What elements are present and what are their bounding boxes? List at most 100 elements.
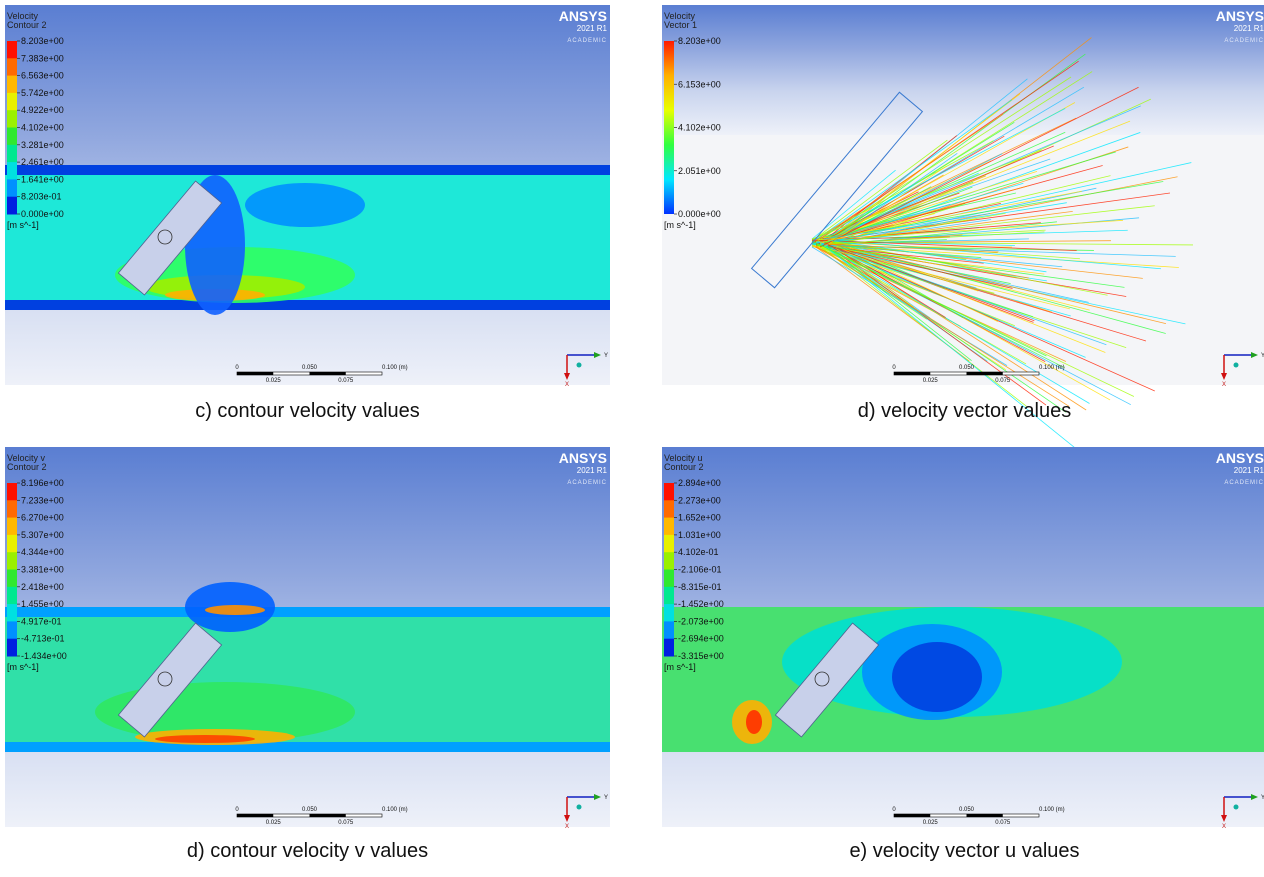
legend-unit: [m s^-1] bbox=[7, 220, 39, 230]
axis-label: X bbox=[565, 824, 569, 830]
axis-label: Y bbox=[604, 795, 608, 801]
edition: ACADEMIC bbox=[1224, 38, 1264, 44]
figure: VelocityContour 28.203e+007.383e+006.563… bbox=[0, 0, 1264, 872]
sky bbox=[662, 5, 1264, 135]
legend-value: 8.203e+00 bbox=[21, 36, 64, 46]
scale-bar-seg bbox=[967, 372, 1003, 375]
legend-value: -2.694e+00 bbox=[678, 634, 724, 644]
scale-bar-seg bbox=[967, 814, 1003, 817]
flow-edge bbox=[5, 607, 610, 617]
caption: c) contour velocity values bbox=[195, 400, 420, 422]
legend-value: -3.315e+00 bbox=[678, 651, 724, 661]
legend-value: 8.203e+00 bbox=[678, 36, 721, 46]
scale-label: 0.075 bbox=[338, 378, 354, 384]
page: VelocityContour 28.203e+007.383e+006.563… bbox=[0, 0, 1264, 877]
color-band bbox=[664, 604, 674, 622]
version: 2021 R1 bbox=[577, 24, 608, 33]
scale-bar-seg bbox=[310, 814, 346, 817]
color-band bbox=[7, 535, 17, 553]
legend-subtitle: Contour 2 bbox=[7, 20, 47, 30]
caption: e) velocity vector u values bbox=[849, 840, 1079, 862]
flow-region bbox=[155, 735, 255, 743]
legend-value: 1.652e+00 bbox=[678, 513, 721, 523]
axis-z bbox=[1234, 363, 1239, 368]
legend-value: 7.383e+00 bbox=[21, 53, 64, 63]
color-band bbox=[664, 570, 674, 588]
color-band bbox=[664, 518, 674, 536]
legend-value: 1.455e+00 bbox=[21, 599, 64, 609]
color-band bbox=[7, 197, 17, 215]
axis-z bbox=[577, 363, 582, 368]
legend-value: 1.641e+00 bbox=[21, 174, 64, 184]
legend-value: 2.051e+00 bbox=[678, 166, 721, 176]
caption: d) velocity vector values bbox=[858, 400, 1071, 422]
color-band bbox=[7, 93, 17, 111]
scale-label: 0.050 bbox=[959, 807, 975, 813]
flow-edge bbox=[5, 742, 610, 752]
legend-value: 8.196e+00 bbox=[21, 478, 64, 488]
scale-label: 0.050 bbox=[302, 365, 318, 371]
legend-value: 4.344e+00 bbox=[21, 547, 64, 557]
color-band bbox=[7, 587, 17, 605]
scale-label: 0.050 bbox=[959, 365, 975, 371]
flow-edge bbox=[5, 165, 610, 175]
scale-label: 0.025 bbox=[923, 820, 939, 826]
legend-value: -1.434e+00 bbox=[21, 651, 67, 661]
scale-label: 0.075 bbox=[338, 820, 354, 826]
color-band bbox=[7, 76, 17, 94]
color-band bbox=[7, 552, 17, 570]
legend-value: 3.381e+00 bbox=[21, 565, 64, 575]
color-band bbox=[664, 587, 674, 605]
legend-subtitle: Contour 2 bbox=[664, 462, 704, 472]
legend-value: 4.102e+00 bbox=[678, 123, 721, 133]
axis-z bbox=[577, 805, 582, 810]
axis-label: X bbox=[565, 382, 569, 388]
legend-subtitle: Vector 1 bbox=[664, 20, 697, 30]
legend-value: 6.153e+00 bbox=[678, 79, 721, 89]
flow-region bbox=[892, 642, 982, 712]
scale-label: 0.100 (m) bbox=[1039, 807, 1065, 813]
legend-unit: [m s^-1] bbox=[664, 220, 696, 230]
scale-label: 0.075 bbox=[995, 820, 1011, 826]
color-band bbox=[664, 621, 674, 639]
legend-value: 1.031e+00 bbox=[678, 530, 721, 540]
color-bar bbox=[664, 41, 674, 214]
scale-bar-seg bbox=[894, 814, 930, 817]
color-band bbox=[7, 145, 17, 163]
color-band bbox=[7, 500, 17, 518]
flow-region bbox=[245, 183, 365, 227]
legend-value: 8.203e-01 bbox=[21, 192, 62, 202]
axis-label: X bbox=[1222, 382, 1226, 388]
color-band bbox=[7, 41, 17, 59]
flow-edge bbox=[5, 300, 610, 310]
scale-label: 0.025 bbox=[266, 820, 282, 826]
legend-value: 4.102e+00 bbox=[21, 123, 64, 133]
color-band bbox=[7, 128, 17, 146]
brand: ANSYS bbox=[1216, 450, 1264, 466]
legend-value: 6.270e+00 bbox=[21, 513, 64, 523]
color-band bbox=[7, 518, 17, 536]
color-band bbox=[7, 58, 17, 76]
scale-bar-seg bbox=[237, 814, 273, 817]
legend-value: -8.315e-01 bbox=[678, 582, 722, 592]
legend-value: 2.461e+00 bbox=[21, 157, 64, 167]
legend-value: 5.742e+00 bbox=[21, 88, 64, 98]
legend-value: -1.452e+00 bbox=[678, 599, 724, 609]
brand: ANSYS bbox=[559, 450, 607, 466]
legend-value: -4.713e-01 bbox=[21, 634, 65, 644]
legend-value: 7.233e+00 bbox=[21, 495, 64, 505]
scale-label: 0.025 bbox=[266, 378, 282, 384]
color-band bbox=[7, 110, 17, 128]
scale-label: 0.100 (m) bbox=[382, 365, 408, 371]
legend-value: 4.917e-01 bbox=[21, 616, 62, 626]
panel: Velocity uContour 22.894e+002.273e+001.6… bbox=[662, 447, 1264, 830]
version: 2021 R1 bbox=[577, 466, 608, 475]
legend-value: 5.307e+00 bbox=[21, 530, 64, 540]
legend-value: 2.894e+00 bbox=[678, 478, 721, 488]
legend-value: 2.273e+00 bbox=[678, 495, 721, 505]
scale-bar-seg bbox=[894, 372, 930, 375]
legend-value: 4.102e-01 bbox=[678, 547, 719, 557]
scale-label: 0.025 bbox=[923, 378, 939, 384]
